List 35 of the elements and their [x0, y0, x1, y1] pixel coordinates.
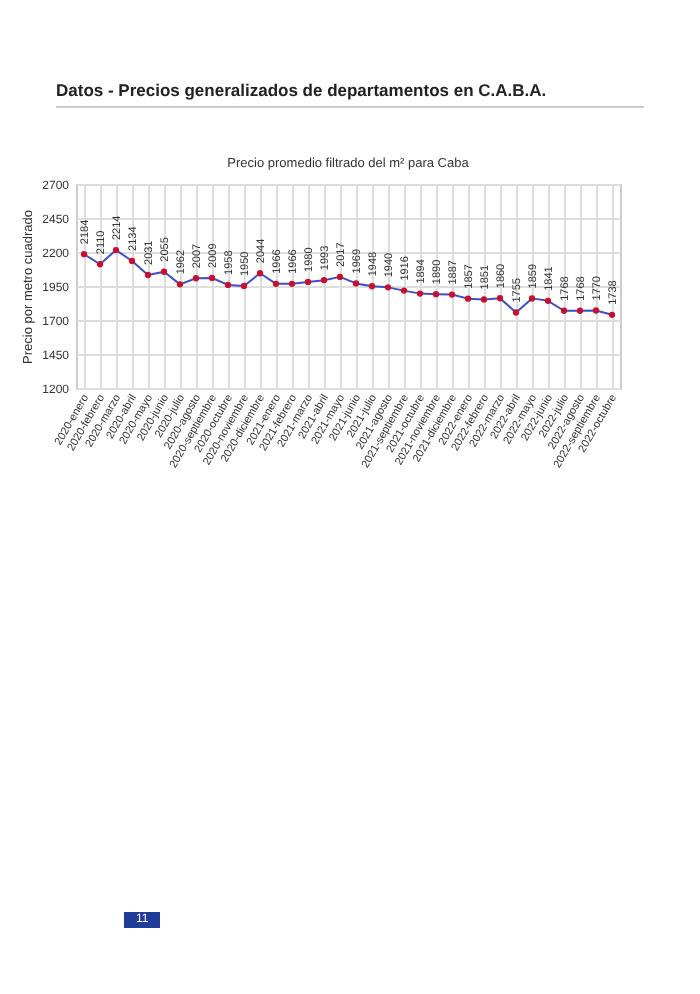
point	[496, 295, 504, 302]
point	[176, 281, 184, 288]
point	[320, 277, 328, 284]
point	[160, 268, 168, 275]
point	[528, 295, 536, 302]
point	[256, 270, 264, 277]
point	[144, 271, 152, 279]
point	[400, 287, 408, 294]
point	[112, 246, 120, 254]
point	[544, 297, 552, 304]
point	[80, 251, 88, 258]
point	[304, 278, 312, 286]
point	[272, 280, 280, 287]
point	[368, 283, 376, 290]
point	[560, 307, 568, 314]
point	[592, 307, 600, 314]
point	[208, 274, 216, 282]
point	[432, 291, 440, 298]
point	[464, 295, 472, 302]
point	[352, 280, 360, 287]
point	[416, 290, 424, 297]
point	[336, 273, 344, 281]
point	[224, 281, 232, 289]
point	[240, 282, 248, 290]
point	[480, 296, 488, 303]
point	[608, 311, 616, 318]
point	[288, 280, 296, 287]
point	[512, 309, 520, 316]
chart-subtitle: Datos - Precios generalizados de departamentos en C.A.B.A.	[56, 80, 644, 108]
point	[192, 275, 200, 282]
point	[96, 261, 104, 268]
point	[384, 284, 392, 291]
point	[448, 291, 456, 298]
point	[576, 307, 584, 314]
point	[128, 257, 136, 265]
